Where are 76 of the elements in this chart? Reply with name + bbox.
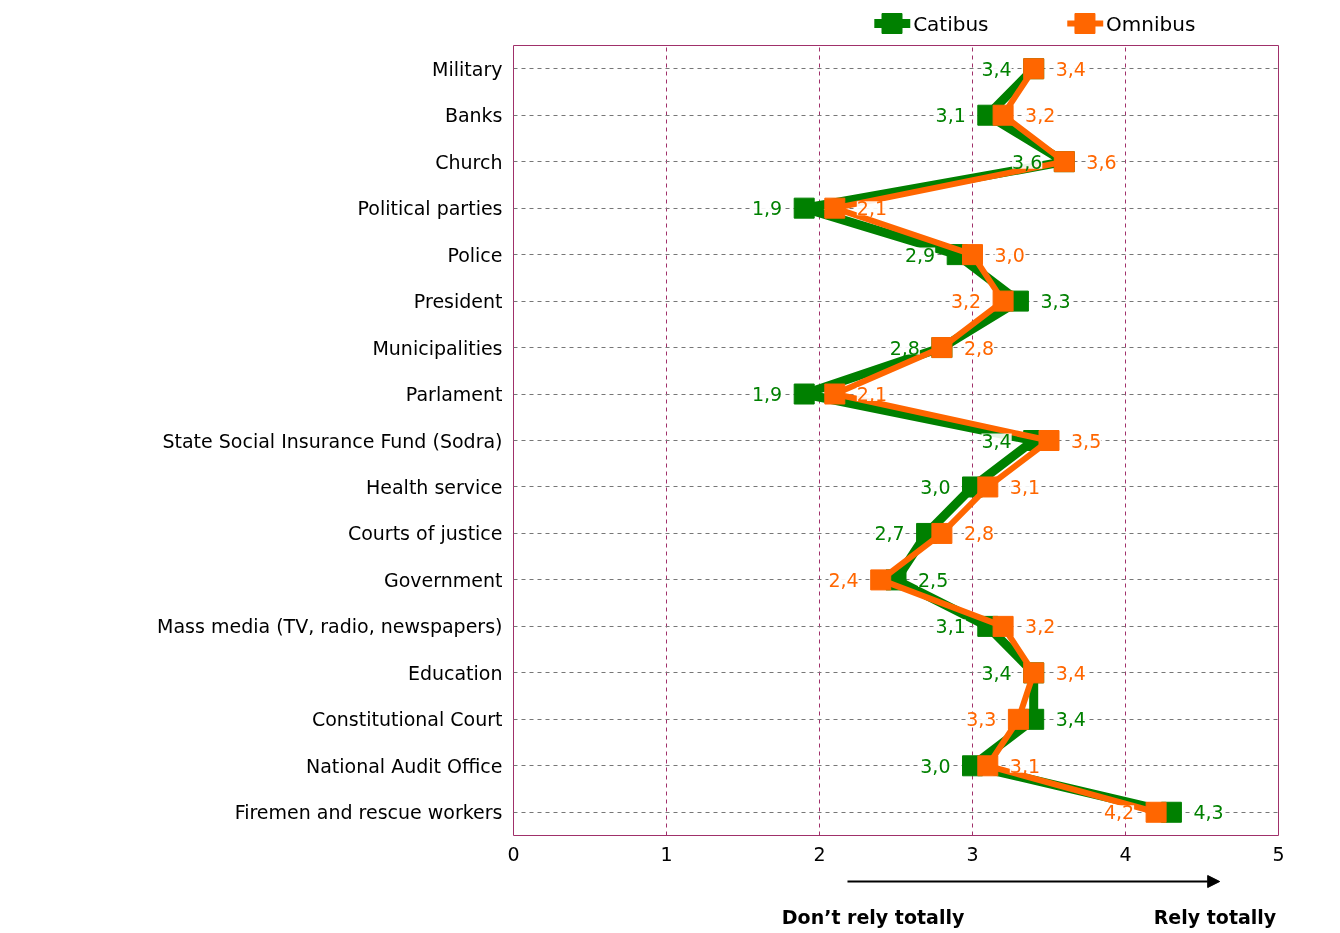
y-tick-label: State Social Insurance Fund (Sodra) bbox=[162, 429, 503, 452]
data-label: 3,4 bbox=[981, 57, 1012, 80]
data-label: 3,6 bbox=[1012, 150, 1043, 173]
data-label: 3,1 bbox=[1009, 475, 1041, 498]
point bbox=[824, 383, 846, 405]
data-label: 3,6 bbox=[1086, 150, 1117, 173]
data-label: 3,4 bbox=[1055, 57, 1086, 80]
legend-label: Omnibus bbox=[1106, 11, 1196, 36]
data-label: 3,4 bbox=[981, 429, 1012, 452]
data-label: 3,2 bbox=[1025, 615, 1056, 638]
point bbox=[992, 615, 1014, 637]
point bbox=[1038, 430, 1060, 451]
data-label: 3,5 bbox=[1071, 429, 1102, 452]
data-label: 3,3 bbox=[1040, 290, 1071, 313]
data-label: 2,8 bbox=[963, 336, 995, 359]
y-tick-label: Church bbox=[435, 150, 503, 173]
x-tick-label: 4 bbox=[1119, 842, 1132, 865]
data-label: 2,4 bbox=[828, 568, 859, 591]
y-tick-label: President bbox=[413, 290, 503, 313]
data-label: 3,1 bbox=[1009, 754, 1041, 777]
data-label: 2,9 bbox=[904, 243, 936, 266]
data-label: 2,1 bbox=[856, 197, 888, 220]
data-label: 3,3 bbox=[966, 708, 997, 731]
point bbox=[793, 383, 815, 405]
y-tick-label: Health service bbox=[366, 475, 503, 498]
legend-label: Catibus bbox=[913, 11, 989, 36]
data-label: 3,1 bbox=[935, 615, 966, 638]
data-label: 2,1 bbox=[856, 383, 888, 406]
data-label: 3,0 bbox=[920, 475, 951, 498]
y-tick-label: Banks bbox=[444, 104, 503, 127]
point bbox=[992, 290, 1014, 312]
data-label: 2,7 bbox=[874, 522, 905, 545]
point bbox=[992, 104, 1014, 126]
y-tick-label: National Audit Office bbox=[305, 754, 503, 777]
point bbox=[931, 522, 953, 544]
y-tick-label: Government bbox=[384, 568, 503, 591]
y-tick-label: Political parties bbox=[357, 197, 503, 220]
point bbox=[793, 197, 815, 219]
data-label: 3,1 bbox=[935, 104, 966, 127]
text: Rely totally bbox=[1153, 905, 1277, 928]
point bbox=[1007, 708, 1029, 730]
y-tick-label: Constitutional Court bbox=[311, 708, 503, 731]
x-tick-label: 1 bbox=[660, 842, 673, 865]
data-label: 2,5 bbox=[918, 568, 949, 591]
x-tick-label: 2 bbox=[813, 842, 826, 865]
data-label: 3,0 bbox=[920, 754, 951, 777]
y-tick-label: Mass media (TV, radio, newspapers) bbox=[157, 615, 503, 638]
data-label: 3,4 bbox=[1055, 661, 1086, 684]
y-tick-label: Courts of justice bbox=[347, 522, 503, 545]
x-tick-label: 5 bbox=[1272, 842, 1285, 865]
data-label: 3,2 bbox=[1025, 104, 1056, 127]
y-tick-label: Education bbox=[407, 661, 503, 684]
point bbox=[1145, 801, 1167, 823]
data-label: 1,9 bbox=[751, 383, 783, 406]
text: Don’t rely totally bbox=[781, 905, 965, 928]
data-label: 2,8 bbox=[889, 336, 920, 359]
data-label: 4,3 bbox=[1193, 801, 1224, 824]
point bbox=[977, 755, 999, 777]
data-label: 3,0 bbox=[994, 243, 1025, 266]
point bbox=[977, 476, 999, 498]
data-label: 3,4 bbox=[1055, 708, 1086, 731]
y-tick-label: Parlament bbox=[405, 383, 503, 406]
y-tick-label: Firemen and rescue workers bbox=[234, 801, 503, 824]
data-label: 4,2 bbox=[1103, 801, 1135, 824]
data-label: 3,4 bbox=[981, 661, 1012, 684]
x-tick-label: 0 bbox=[507, 842, 520, 865]
y-tick-label: Military bbox=[432, 57, 503, 80]
data-label: 3,2 bbox=[950, 290, 982, 313]
point bbox=[962, 244, 983, 266]
point bbox=[824, 197, 846, 219]
data-label: 2,8 bbox=[963, 522, 995, 545]
data-label: 1,9 bbox=[751, 197, 783, 220]
y-tick-label: Police bbox=[447, 243, 503, 266]
point bbox=[870, 569, 892, 591]
x-tick-label: 3 bbox=[966, 842, 979, 865]
y-tick-label: Municipalities bbox=[372, 336, 503, 359]
